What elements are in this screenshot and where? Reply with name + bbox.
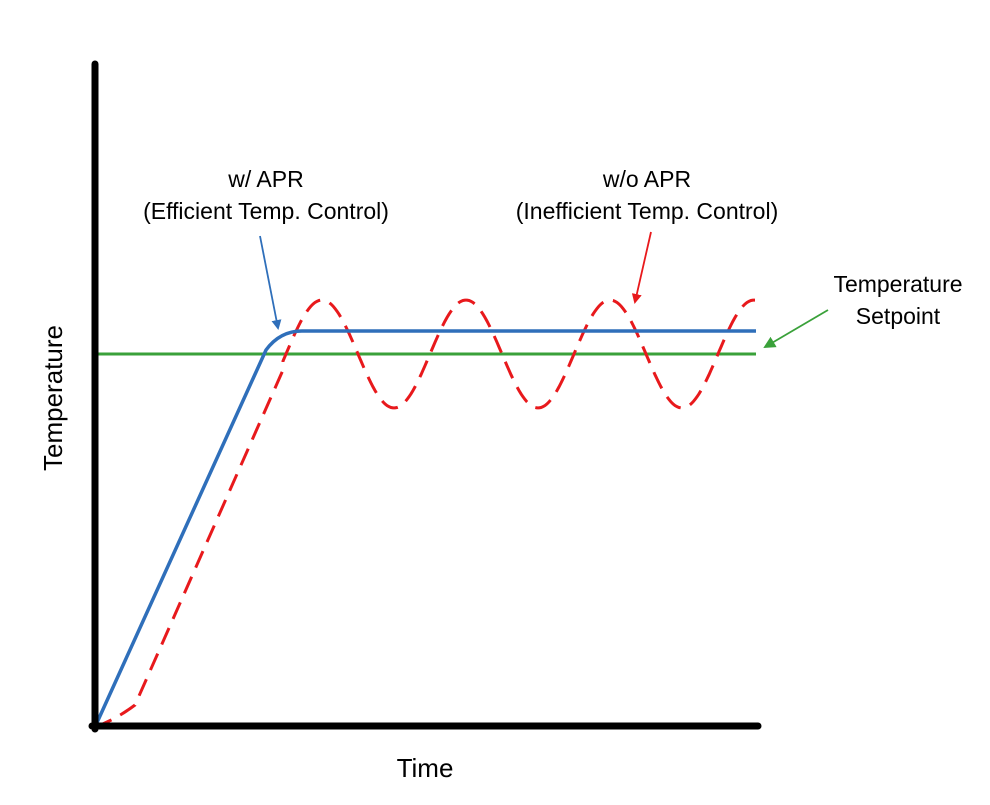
without-apr-arrow	[631, 231, 652, 304]
without-apr-annotation-title: w/o APR	[602, 166, 691, 192]
with-apr-arrow	[259, 235, 282, 330]
y-axis-label: Temperature	[38, 325, 68, 471]
with-apr-series-line	[93, 329, 756, 728]
without-apr-series-line	[94, 298, 755, 729]
with-apr-annotation-subtitle: (Efficient Temp. Control)	[143, 198, 389, 224]
setpoint-annotation-line2: Setpoint	[856, 303, 941, 329]
x-axis-label: Time	[397, 753, 454, 783]
setpoint-annotation-line1: Temperature	[833, 271, 962, 297]
setpoint-arrow	[763, 309, 829, 349]
with-apr-annotation-title: w/ APR	[227, 166, 303, 192]
without-apr-annotation-subtitle: (Inefficient Temp. Control)	[516, 198, 779, 224]
